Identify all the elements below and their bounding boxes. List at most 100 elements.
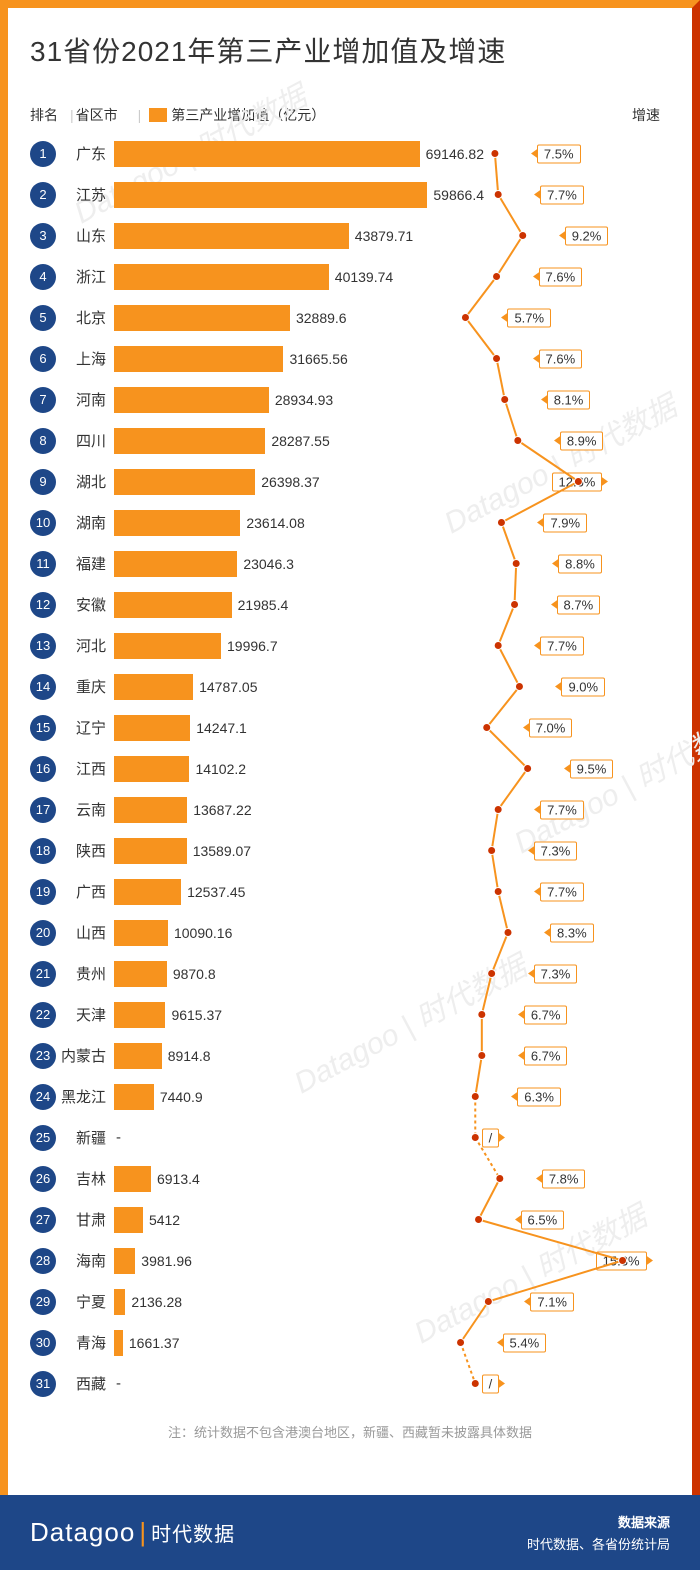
growth-cell: 7.3% <box>484 953 670 994</box>
rank-badge: 27 <box>30 1207 56 1233</box>
growth-cell: 8.1% <box>484 379 670 420</box>
chart-row: 15辽宁14247.17.0% <box>30 707 670 748</box>
page-title: 31省份2021年第三产业增加值及增速 <box>0 0 700 80</box>
province-name: 江苏 <box>56 184 114 205</box>
growth-cell: 7.7% <box>484 871 670 912</box>
province-name: 海南 <box>56 1250 114 1271</box>
bar <box>114 633 221 659</box>
rank-badge: 17 <box>30 797 56 823</box>
growth-label: 6.5% <box>521 1210 565 1229</box>
bar <box>114 346 283 372</box>
growth-label: 7.5% <box>537 144 581 163</box>
bar <box>114 838 187 864</box>
chart-row: 14重庆14787.059.0% <box>30 666 670 707</box>
growth-cell: 5.4% <box>484 1322 670 1363</box>
province-name: 山东 <box>56 225 114 246</box>
chart-row: 3山东43879.719.2% <box>30 215 670 256</box>
bar-value: 2136.28 <box>131 1294 182 1310</box>
header-rank: 排名 <box>30 105 68 125</box>
bar-cell: 26398.37 <box>114 461 484 502</box>
rank-badge: 28 <box>30 1248 56 1274</box>
rank-badge: 25 <box>30 1125 56 1151</box>
chart-row: 8四川28287.558.9% <box>30 420 670 461</box>
bar-value: 23614.08 <box>246 515 304 531</box>
growth-label: 7.0% <box>529 718 573 737</box>
source-text: 时代数据、各省份统计局 <box>527 1534 670 1553</box>
growth-cell: 7.6% <box>484 338 670 379</box>
bar-cell: 5412 <box>114 1199 484 1240</box>
bar <box>114 1043 162 1069</box>
bar-cell: 6913.4 <box>114 1158 484 1199</box>
bar <box>114 387 269 413</box>
growth-label: 7.7% <box>540 636 584 655</box>
province-name: 山西 <box>56 922 114 943</box>
chart-row: 29宁夏2136.287.1% <box>30 1281 670 1322</box>
rank-badge: 31 <box>30 1371 56 1397</box>
bar-cell: 10090.16 <box>114 912 484 953</box>
province-name: 内蒙古 <box>56 1045 114 1066</box>
rank-badge: 7 <box>30 387 56 413</box>
rank-badge: 11 <box>30 551 56 577</box>
province-name: 宁夏 <box>56 1291 114 1312</box>
rank-badge: 24 <box>30 1084 56 1110</box>
growth-cell: 7.0% <box>484 707 670 748</box>
chart-row: 27甘肃54126.5% <box>30 1199 670 1240</box>
province-name: 北京 <box>56 307 114 328</box>
bar <box>114 223 349 249</box>
province-name: 重庆 <box>56 676 114 697</box>
growth-label-missing: / <box>482 1374 500 1393</box>
bar-value: 40139.74 <box>335 269 393 285</box>
header-sep: | <box>70 107 74 123</box>
bar-value: 21985.4 <box>238 597 289 613</box>
growth-cell: 6.3% <box>484 1076 670 1117</box>
province-name: 吉林 <box>56 1168 114 1189</box>
bar-value: 7440.9 <box>160 1089 203 1105</box>
growth-label: 9.2% <box>565 226 609 245</box>
bar <box>114 305 290 331</box>
brand-sep: | <box>139 1517 147 1547</box>
province-name: 陕西 <box>56 840 114 861</box>
chart-row: 6上海31665.567.6% <box>30 338 670 379</box>
growth-cell: 6.7% <box>484 994 670 1035</box>
bar-value: 19996.7 <box>227 638 278 654</box>
growth-label: 7.6% <box>539 267 583 286</box>
chart-row: 13河北19996.77.7% <box>30 625 670 666</box>
chart-row: 12安徽21985.48.7% <box>30 584 670 625</box>
growth-cell: 8.8% <box>484 543 670 584</box>
bar <box>114 428 265 454</box>
bar <box>114 1002 165 1028</box>
growth-label: 15.3% <box>596 1251 647 1270</box>
bar-cell: 32889.6 <box>114 297 484 338</box>
growth-label: 8.8% <box>558 554 602 573</box>
bar-cell: 43879.71 <box>114 215 484 256</box>
growth-label: 7.1% <box>530 1292 574 1311</box>
growth-cell: / <box>484 1363 670 1404</box>
bar <box>114 592 232 618</box>
header-value: 第三产业增加值（亿元） <box>171 105 325 125</box>
growth-label: 8.1% <box>547 390 591 409</box>
chart-row: 31西藏-/ <box>30 1363 670 1404</box>
chart-row: 17云南13687.227.7% <box>30 789 670 830</box>
province-name: 新疆 <box>56 1127 114 1148</box>
bar-cell: 9870.8 <box>114 953 484 994</box>
chart-row: 19广西12537.457.7% <box>30 871 670 912</box>
growth-label: 7.7% <box>540 185 584 204</box>
rank-badge: 20 <box>30 920 56 946</box>
header-province: 省区市 <box>76 105 136 125</box>
chart-row: 26吉林6913.47.8% <box>30 1158 670 1199</box>
bar-cell: 14787.05 <box>114 666 484 707</box>
bar-value: 43879.71 <box>355 228 413 244</box>
bar-value: 9870.8 <box>173 966 216 982</box>
growth-label: 8.3% <box>550 923 594 942</box>
growth-label: 6.3% <box>517 1087 561 1106</box>
growth-cell: 7.6% <box>484 256 670 297</box>
footer-brand: Datagoo|时代数据 <box>30 1517 235 1548</box>
province-name: 上海 <box>56 348 114 369</box>
province-name: 浙江 <box>56 266 114 287</box>
bar-cell: 1661.37 <box>114 1322 484 1363</box>
chart-row: 18陕西13589.077.3% <box>30 830 670 871</box>
source-label: 数据来源 <box>527 1512 670 1531</box>
bar-value: 59866.4 <box>433 187 484 203</box>
chart-row: 25新疆-/ <box>30 1117 670 1158</box>
bar-cell: 69146.82 <box>114 133 484 174</box>
